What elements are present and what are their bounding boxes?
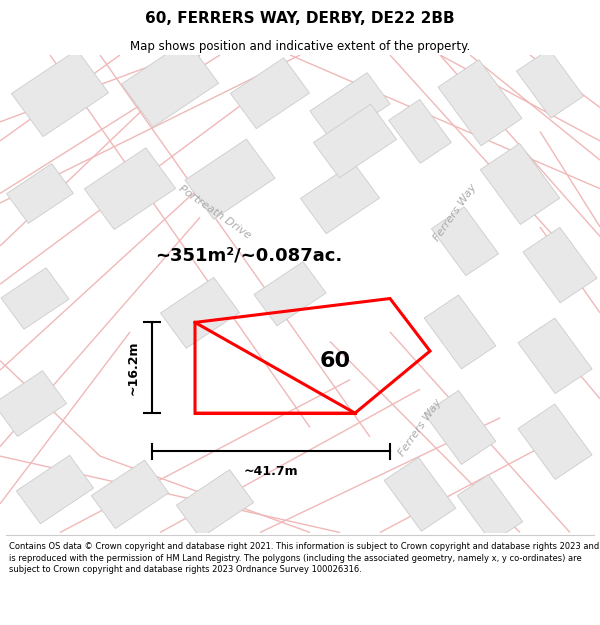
Text: Ferrers Way: Ferrers Way [431, 182, 478, 243]
Polygon shape [480, 143, 560, 224]
Polygon shape [431, 207, 499, 276]
Text: Portreath Drive: Portreath Drive [177, 184, 253, 241]
Text: ~351m²/~0.087ac.: ~351m²/~0.087ac. [155, 246, 342, 264]
Polygon shape [1, 268, 69, 329]
Polygon shape [457, 475, 523, 542]
Polygon shape [11, 50, 109, 137]
Polygon shape [176, 469, 254, 538]
Polygon shape [7, 164, 73, 223]
Text: 60, FERRERS WAY, DERBY, DE22 2BB: 60, FERRERS WAY, DERBY, DE22 2BB [145, 11, 455, 26]
Polygon shape [254, 262, 326, 326]
Polygon shape [438, 60, 522, 146]
Polygon shape [313, 104, 397, 177]
Text: 60: 60 [319, 351, 350, 371]
Polygon shape [389, 99, 451, 163]
Polygon shape [160, 278, 239, 348]
Polygon shape [518, 318, 592, 394]
Polygon shape [310, 72, 390, 142]
Text: ~16.2m: ~16.2m [127, 341, 140, 395]
Polygon shape [424, 391, 496, 464]
Text: Ferrers Way: Ferrers Way [397, 397, 443, 458]
Polygon shape [301, 163, 380, 234]
Polygon shape [517, 49, 584, 118]
Text: Contains OS data © Crown copyright and database right 2021. This information is : Contains OS data © Crown copyright and d… [9, 542, 599, 574]
Text: Map shows position and indicative extent of the property.: Map shows position and indicative extent… [130, 39, 470, 52]
Polygon shape [185, 139, 275, 219]
Polygon shape [121, 40, 218, 127]
Polygon shape [16, 455, 94, 524]
Polygon shape [230, 58, 310, 129]
Polygon shape [523, 228, 597, 303]
Polygon shape [518, 404, 592, 479]
Polygon shape [85, 148, 176, 229]
Polygon shape [424, 295, 496, 369]
Text: ~41.7m: ~41.7m [244, 465, 298, 478]
Polygon shape [0, 371, 67, 436]
Polygon shape [384, 458, 456, 531]
Polygon shape [91, 460, 169, 529]
